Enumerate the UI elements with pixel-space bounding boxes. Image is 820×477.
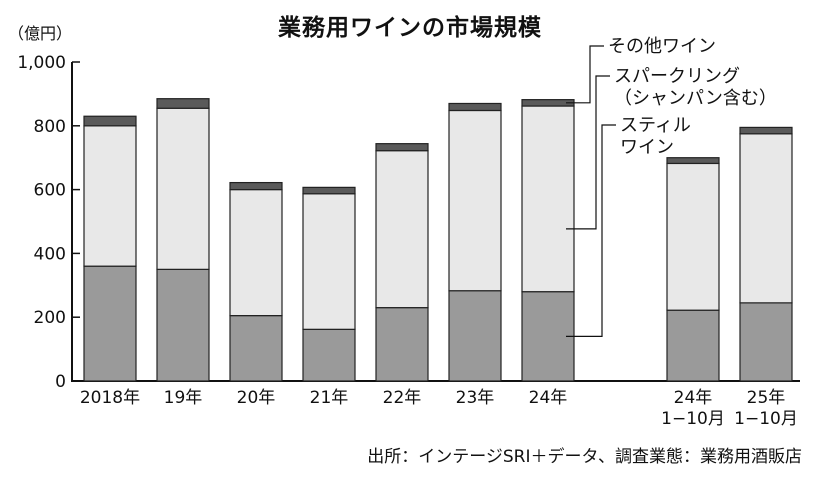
legend-leader-line bbox=[566, 45, 604, 104]
chart-title: 業務用ワインの市場規模 bbox=[278, 15, 542, 41]
x-tick-label: 25年 bbox=[747, 388, 786, 408]
bar-segment-still bbox=[666, 309, 720, 382]
x-tick-label: 1−10月 bbox=[661, 409, 725, 429]
y-tick-label: 1,000 bbox=[17, 53, 66, 73]
x-tick-label: 2018年 bbox=[80, 388, 140, 408]
x-tick-label: 21年 bbox=[310, 388, 349, 408]
source-note: 出所：インテージSRI＋データ、調査業態：業務用酒販店 bbox=[367, 447, 802, 467]
bar-segment-sparkling bbox=[666, 162, 720, 311]
bar-segment-other bbox=[448, 102, 502, 112]
x-tick-label: 20年 bbox=[237, 388, 276, 408]
bar-segment-other bbox=[156, 98, 210, 109]
bar-segment-still bbox=[83, 265, 137, 382]
bar-segment-sparkling bbox=[83, 125, 137, 267]
bar-segment-still bbox=[739, 302, 793, 382]
bar-segment-other bbox=[666, 157, 720, 165]
x-tick-label: 24年 bbox=[674, 388, 713, 408]
y-tick-label: 400 bbox=[34, 244, 66, 264]
bar-segment-sparkling bbox=[375, 150, 429, 309]
y-tick-label: 600 bbox=[34, 181, 66, 201]
legend-label: スティル bbox=[620, 115, 691, 136]
bar-segment-sparkling bbox=[521, 105, 575, 293]
y-tick-label: 800 bbox=[34, 117, 66, 137]
y-axis-unit-label: （億円） bbox=[8, 24, 73, 43]
x-tick-label: 23年 bbox=[456, 388, 495, 408]
legend-label: （シャンパン含む） bbox=[614, 88, 777, 109]
bar-segment-sparkling bbox=[302, 193, 356, 330]
bar-segment-other bbox=[739, 126, 793, 135]
legend-leader-line bbox=[566, 124, 616, 337]
bar-segment-sparkling bbox=[739, 133, 793, 304]
y-tick-label: 200 bbox=[34, 308, 66, 328]
bar-segment-other bbox=[375, 143, 429, 152]
y-tick-label: 0 bbox=[55, 372, 66, 392]
legend-label: その他ワイン bbox=[608, 36, 716, 57]
bar-segment-still bbox=[448, 290, 502, 382]
bar-segment-still bbox=[229, 315, 283, 382]
bar-segment-still bbox=[156, 268, 210, 382]
legend-label: ワイン bbox=[620, 137, 674, 158]
x-tick-label: 1−10月 bbox=[734, 409, 798, 429]
bar-segment-other bbox=[229, 181, 283, 191]
legend-label: スパークリング bbox=[614, 66, 740, 87]
bar-segment-sparkling bbox=[448, 109, 502, 292]
bar-segment-still bbox=[375, 307, 429, 382]
legend-leader-line bbox=[566, 75, 610, 230]
x-tick-label: 19年 bbox=[164, 388, 203, 408]
bar-segment-sparkling bbox=[156, 107, 210, 270]
x-tick-label: 24年 bbox=[529, 388, 568, 408]
bar-segment-sparkling bbox=[229, 189, 283, 317]
bar-segment-other bbox=[302, 186, 356, 195]
x-tick-label: 22年 bbox=[383, 388, 422, 408]
bar-segment-still bbox=[302, 328, 356, 382]
bar-segment-other bbox=[83, 115, 137, 127]
